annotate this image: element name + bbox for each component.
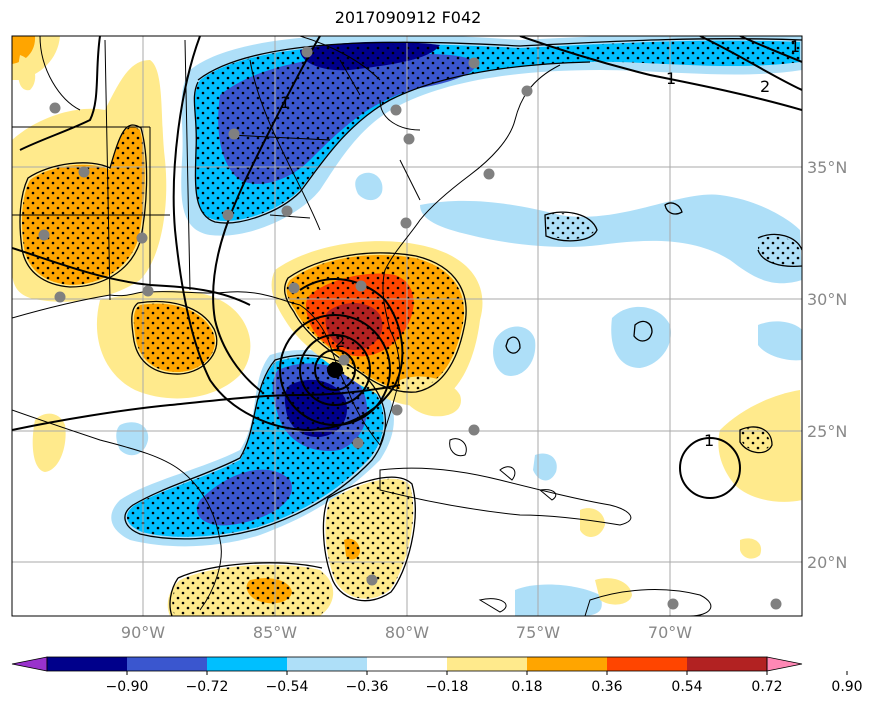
storm-center-marker bbox=[327, 362, 343, 378]
lat-tick-label: 35°N bbox=[807, 158, 847, 177]
lat-tick-label: 30°N bbox=[807, 290, 847, 309]
colorbar-tick-label: −0.36 bbox=[346, 679, 389, 695]
station-marker bbox=[54, 291, 66, 303]
lat-tick-label: 20°N bbox=[807, 553, 847, 572]
station-marker bbox=[400, 217, 412, 229]
station-marker bbox=[391, 404, 403, 416]
contour-label: 2 bbox=[335, 332, 345, 351]
station-marker bbox=[78, 166, 90, 178]
colorbar-tick-label: −0.72 bbox=[186, 679, 229, 695]
station-marker bbox=[468, 424, 480, 436]
contour-labels: 1 2 1 2 1 1 bbox=[280, 37, 800, 450]
station-marker bbox=[667, 598, 679, 610]
colorbar-bin bbox=[447, 657, 528, 671]
station-marker bbox=[38, 229, 50, 241]
stippling bbox=[22, 40, 800, 616]
lat-tick-label: 25°N bbox=[807, 422, 847, 441]
colorbar-tick-label: −0.18 bbox=[426, 679, 469, 695]
contour-label: 1 bbox=[666, 69, 676, 88]
colorbar-bin bbox=[207, 657, 288, 671]
colorbar-tick-label: 0.36 bbox=[591, 679, 622, 695]
station-marker bbox=[355, 280, 367, 292]
contour-label: 1 bbox=[280, 93, 290, 112]
contour-label: 2 bbox=[760, 77, 770, 96]
map-border bbox=[11, 35, 803, 617]
colorbar-tick-label: 0.90 bbox=[831, 679, 862, 695]
station-marker bbox=[288, 282, 300, 294]
station-marker bbox=[222, 209, 234, 221]
stipple-outline-contours bbox=[19, 38, 802, 616]
graticule bbox=[12, 36, 802, 616]
colorbar-bin bbox=[367, 657, 448, 671]
contour-label: 1 bbox=[790, 37, 800, 56]
station-marker bbox=[301, 46, 313, 58]
colorbar-tick-label: 0.54 bbox=[671, 679, 702, 695]
colorbar-bin bbox=[527, 657, 608, 671]
map-field: 1 2 1 2 1 1 bbox=[12, 36, 802, 616]
station-marker bbox=[228, 128, 240, 140]
station-marker bbox=[142, 285, 154, 297]
station-marker bbox=[468, 57, 480, 69]
colorbar-extend-high bbox=[766, 656, 803, 672]
colorbar-tick-label: 0.18 bbox=[511, 679, 542, 695]
contour-label: 1 bbox=[704, 431, 714, 450]
lon-tick-label: 85°W bbox=[253, 623, 297, 642]
lon-tick-label: 80°W bbox=[385, 623, 429, 642]
station-markers bbox=[38, 46, 782, 610]
station-marker bbox=[49, 102, 61, 114]
lon-tick-label: 90°W bbox=[121, 623, 165, 642]
colorbar-bin bbox=[287, 657, 368, 671]
station-marker bbox=[483, 168, 495, 180]
station-marker bbox=[521, 85, 533, 97]
station-marker bbox=[390, 104, 402, 116]
colorbar-bin bbox=[47, 657, 128, 671]
station-marker bbox=[281, 205, 293, 217]
lon-tick-label: 70°W bbox=[648, 623, 692, 642]
colorbar: −0.90 −0.72 −0.54 −0.36 −0.18 0.18 0.36 0.54 0.7… bbox=[11, 656, 863, 695]
colorbar-tick-label: 0.72 bbox=[751, 679, 782, 695]
map-title: 2017090912 F042 bbox=[334, 8, 482, 27]
lon-tick-label: 75°W bbox=[516, 623, 560, 642]
colorbar-extend-low bbox=[11, 656, 48, 672]
station-marker bbox=[403, 133, 415, 145]
station-marker bbox=[352, 437, 364, 449]
station-marker bbox=[338, 354, 350, 366]
lat-ticks: 35°N 30°N 25°N 20°N bbox=[807, 158, 847, 572]
colorbar-tick-label: −0.90 bbox=[106, 679, 149, 695]
station-marker bbox=[366, 574, 378, 586]
contour-lines bbox=[12, 36, 802, 499]
lon-ticks: 90°W 85°W 80°W 75°W 70°W bbox=[121, 623, 692, 642]
colorbar-bin bbox=[607, 657, 688, 671]
station-marker bbox=[136, 232, 148, 244]
colorbar-outline bbox=[46, 656, 768, 672]
colorbar-bin bbox=[687, 657, 768, 671]
station-marker bbox=[770, 598, 782, 610]
colorbar-bin bbox=[127, 657, 208, 671]
colorbar-tick-label: −0.54 bbox=[266, 679, 309, 695]
coastlines-borders bbox=[12, 36, 712, 616]
